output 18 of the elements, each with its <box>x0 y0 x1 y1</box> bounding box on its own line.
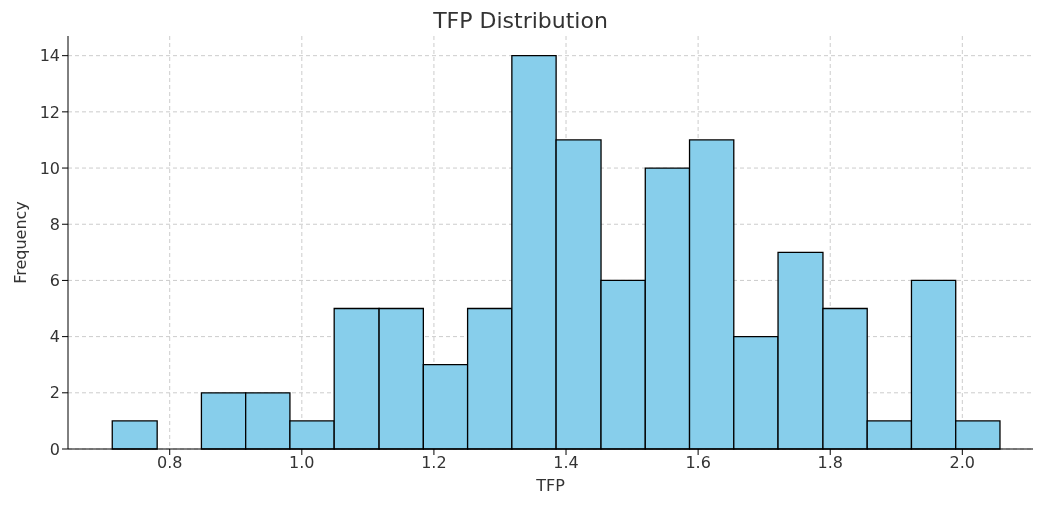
x-tick-label: 1.6 <box>685 453 711 473</box>
y-tick-label: 6 <box>49 271 60 291</box>
y-tick-label: 4 <box>49 327 60 347</box>
y-tick-label: 0 <box>49 439 60 459</box>
x-tick-label: 1.8 <box>817 453 843 473</box>
x-tick-label: 0.8 <box>156 453 183 473</box>
x-tick-label: 1.2 <box>421 453 447 473</box>
x-axis-title: TFP <box>535 476 566 495</box>
x-tick-label: 1.0 <box>289 453 315 473</box>
x-tick-label: 1.4 <box>553 453 579 473</box>
y-axis-title: Frequency <box>10 201 30 284</box>
y-tick-label: 12 <box>39 102 60 122</box>
y-tick-label: 14 <box>39 46 60 66</box>
y-tick-label: 10 <box>39 158 60 178</box>
chart-title: TFP Distribution <box>432 8 609 33</box>
x-tick-label: 2.0 <box>949 453 976 473</box>
y-tick-label: 2 <box>49 383 60 403</box>
y-tick-label: 8 <box>49 214 60 234</box>
